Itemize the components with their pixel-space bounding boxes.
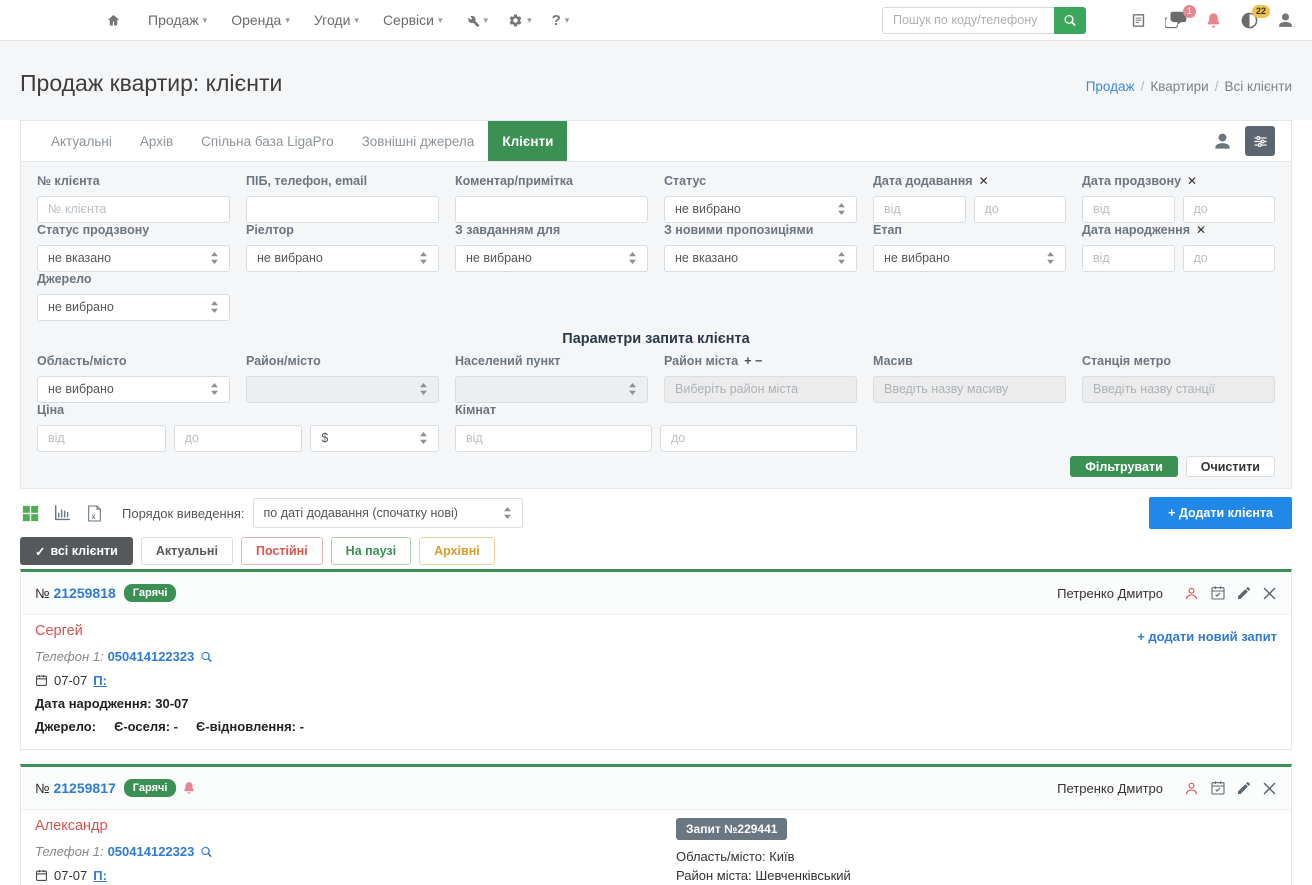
svg-text:X: X bbox=[91, 513, 96, 520]
